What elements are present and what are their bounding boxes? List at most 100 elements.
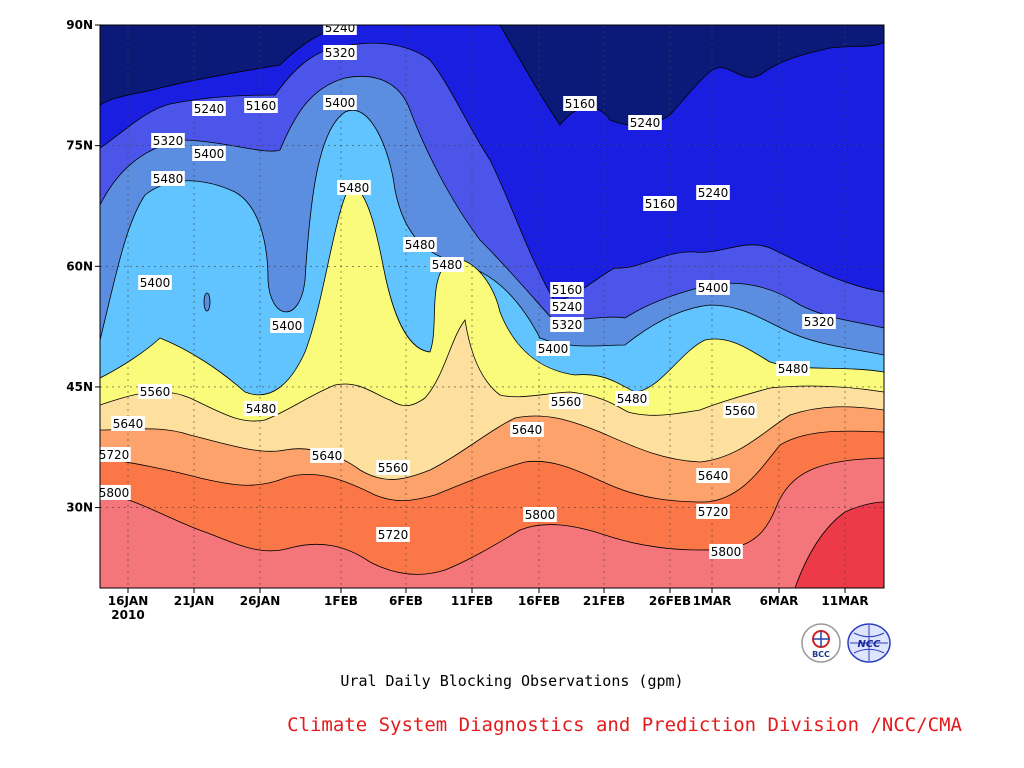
svg-text:5640: 5640 (113, 417, 144, 431)
y-axis: 30N 45N 60N 75N 90N (66, 18, 100, 515)
contour-label: 5320 (550, 317, 584, 332)
svg-text:5720: 5720 (99, 448, 130, 462)
grid (100, 25, 884, 588)
contour-label: 5400 (270, 318, 304, 333)
svg-text:5240: 5240 (325, 21, 356, 35)
contour-labels: 5240 5320 5240 5160 5400 5320 5400 5480 5480 5400… (99, 21, 836, 559)
contour-label: 5480 (403, 237, 437, 252)
contour-label: 5320 (802, 314, 836, 329)
svg-text:5640: 5640 (312, 449, 343, 463)
contour-label: 5400 (192, 146, 226, 161)
x-tick-label: 21JAN (174, 594, 215, 608)
contour-label: 5560 (723, 403, 757, 418)
contour-label: 5800 (99, 485, 131, 500)
contour-label: 5640 (111, 416, 145, 431)
y-tick-label: 45N (66, 380, 93, 394)
contour-label: 5480 (151, 171, 185, 186)
x-tick-label: 26FEB (649, 594, 691, 608)
contour-label: 5400 (696, 280, 730, 295)
svg-text:5240: 5240 (194, 102, 225, 116)
y-tick-label: 30N (66, 501, 93, 515)
svg-text:5480: 5480 (617, 392, 648, 406)
x-tick-label: 6FEB (389, 594, 423, 608)
contour-label: 5800 (523, 507, 557, 522)
contour-label: 5320 (323, 45, 357, 60)
svg-text:BCC: BCC (812, 650, 830, 659)
contour-label: 5240 (323, 21, 357, 35)
svg-text:5560: 5560 (378, 461, 409, 475)
contour-label: 5800 (709, 544, 743, 559)
contour-label: 5160 (643, 196, 677, 211)
svg-text:5160: 5160 (565, 97, 596, 111)
y-tick-label: 75N (66, 139, 93, 153)
x-tick-label: 1FEB (324, 594, 358, 608)
svg-text:5400: 5400 (272, 319, 303, 333)
band-5800-5880 (100, 457, 884, 588)
svg-text:5480: 5480 (246, 402, 277, 416)
x-tick-label: 16JAN (108, 594, 149, 608)
x-tick-label: 16FEB (518, 594, 560, 608)
svg-text:5400: 5400 (194, 147, 225, 161)
svg-text:5480: 5480 (778, 362, 809, 376)
contour-label: 5640 (510, 422, 544, 437)
contour-label: 5640 (310, 448, 344, 463)
contour-label: 5560 (376, 460, 410, 475)
svg-text:5240: 5240 (552, 300, 583, 314)
contour-label: 5720 (99, 447, 131, 462)
x-year-label: 2010 (111, 608, 144, 622)
svg-text:5640: 5640 (512, 423, 543, 437)
small-contour (203, 292, 211, 312)
ncc-logo: NCC (847, 623, 891, 663)
chart-caption: Ural Daily Blocking Observations (gpm) (340, 672, 684, 690)
x-tick-label: 1MAR (693, 594, 732, 608)
plot-frame (99, 24, 885, 589)
svg-text:5480: 5480 (405, 238, 436, 252)
contour-label: 5320 (151, 133, 185, 148)
credit-line: Climate System Diagnostics and Predictio… (287, 714, 962, 736)
y-tick-label: 60N (66, 259, 93, 273)
x-tick-label: 11FEB (451, 594, 493, 608)
contour-label: 5240 (192, 101, 226, 116)
bcc-logo: BCC (801, 623, 841, 663)
svg-text:5560: 5560 (725, 404, 756, 418)
svg-text:5160: 5160 (552, 283, 583, 297)
contour-label: 5240 (696, 185, 730, 200)
contour-label: 5720 (696, 504, 730, 519)
contour-label: 5480 (615, 391, 649, 406)
svg-text:5400: 5400 (698, 281, 729, 295)
contour-label: 5240 (628, 115, 662, 130)
svg-text:5320: 5320 (552, 318, 583, 332)
svg-text:5480: 5480 (153, 172, 184, 186)
svg-text:5400: 5400 (140, 276, 171, 290)
svg-text:5800: 5800 (99, 486, 130, 500)
svg-text:5400: 5400 (325, 96, 356, 110)
contour-label: 5480 (776, 361, 810, 376)
contour-label: 5160 (550, 282, 584, 297)
plot-area: 5240 5320 5240 5160 5400 5320 5400 5480 5480 5400… (99, 21, 884, 588)
svg-text:5720: 5720 (698, 505, 729, 519)
svg-text:5800: 5800 (711, 545, 742, 559)
svg-text:5720: 5720 (378, 528, 409, 542)
svg-text:5320: 5320 (325, 46, 356, 60)
svg-text:5560: 5560 (551, 395, 582, 409)
svg-text:5480: 5480 (432, 258, 463, 272)
contour-label: 5560 (549, 394, 583, 409)
x-tick-label: 6MAR (760, 594, 799, 608)
x-tick-label: 21FEB (583, 594, 625, 608)
contour-label: 5400 (138, 275, 172, 290)
contour-label: 5160 (244, 98, 278, 113)
svg-text:5160: 5160 (645, 197, 676, 211)
contour-label: 5160 (563, 96, 597, 111)
contour-label: 5720 (376, 527, 410, 542)
svg-text:5160: 5160 (246, 99, 277, 113)
svg-text:5320: 5320 (804, 315, 835, 329)
x-axis: 16JAN 21JAN 26JAN 1FEB 6FEB 11FEB 16FEB 21FEB 26… (108, 588, 869, 622)
contour-label: 5480 (337, 180, 371, 195)
contour-label: 5640 (696, 468, 730, 483)
svg-text:5800: 5800 (525, 508, 556, 522)
contour-label: 5400 (323, 95, 357, 110)
svg-text:5320: 5320 (153, 134, 184, 148)
svg-text:5560: 5560 (140, 385, 171, 399)
contour-label: 5400 (536, 341, 570, 356)
